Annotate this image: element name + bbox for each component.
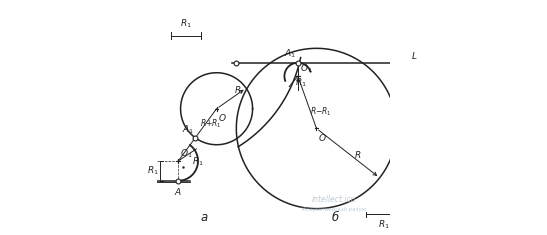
Text: $O_1$: $O_1$ [180, 147, 193, 160]
Text: $R$: $R$ [234, 84, 241, 95]
Text: $A_1$: $A_1$ [284, 48, 296, 60]
Text: $L$: $L$ [411, 50, 417, 61]
Text: $a$: $a$ [200, 211, 208, 224]
Text: $R$: $R$ [353, 149, 361, 160]
Text: $R_1$: $R_1$ [192, 156, 204, 168]
Text: $R{+}R_1$: $R{+}R_1$ [200, 118, 222, 130]
Text: intellect.icu: intellect.icu [312, 195, 356, 204]
Text: $R_1$: $R_1$ [147, 165, 159, 177]
Text: $A$: $A$ [174, 186, 182, 197]
Text: $R_1$: $R_1$ [378, 219, 389, 231]
Text: $R_1$: $R_1$ [181, 17, 192, 30]
Text: $R_1$: $R_1$ [295, 76, 307, 89]
Text: $R{-}R_1$: $R{-}R_1$ [310, 106, 331, 118]
Text: Искусственный разум: Искусственный разум [302, 207, 366, 212]
Text: $O$: $O$ [218, 112, 227, 123]
Text: $O_1$: $O_1$ [300, 63, 312, 75]
Text: $A_1$: $A_1$ [182, 123, 194, 136]
Text: б: б [331, 211, 339, 224]
Text: $O$: $O$ [318, 132, 327, 143]
